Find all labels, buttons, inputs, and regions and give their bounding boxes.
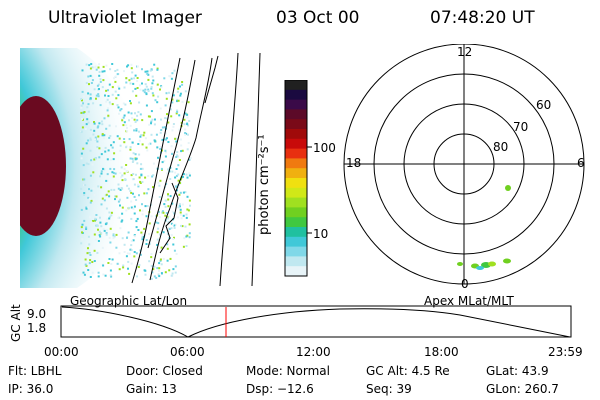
- info-door: Door: Closed: [126, 364, 203, 378]
- timeline-ytick-high: 9.0: [27, 307, 47, 321]
- colorbar-cell: [285, 138, 307, 150]
- timeline-xtick-2359: 23:59: [548, 345, 583, 359]
- aurora-spots: [457, 185, 511, 270]
- colorbar-cell: [285, 129, 307, 140]
- info-glon: GLon: 260.7: [486, 382, 559, 396]
- colorbar-cell: [285, 148, 307, 159]
- mlat-label-60: 60: [536, 98, 552, 112]
- altitude-timeline: [60, 305, 572, 338]
- timeline-xtick-0600: 06:00: [170, 345, 205, 359]
- colorbar-cell: [285, 236, 307, 248]
- info-dsp: Dsp: −12.6: [246, 382, 314, 396]
- timeline-xtick-1800: 18:00: [424, 345, 459, 359]
- colorbar-cell: [285, 217, 307, 228]
- colorbar-cell: [285, 197, 307, 208]
- polar-plot: [343, 44, 585, 285]
- coastlines: [131, 52, 261, 287]
- colorbar-cell: [285, 119, 307, 130]
- info-filter: Flt: LBHL: [8, 364, 62, 378]
- info-gc-alt: GC Alt: 4.5 Re: [366, 364, 450, 378]
- colorbar-cell: [285, 158, 307, 169]
- info-gain: Gain: 13: [126, 382, 177, 396]
- colorbar-cell: [285, 187, 307, 199]
- timeline-right-label: Apex MLat/MLT: [424, 294, 514, 308]
- timeline-ytick-low: 1.8: [27, 321, 47, 335]
- timeline-xtick-0000: 00:00: [44, 345, 79, 359]
- timeline-xtick-1200: 12:00: [296, 345, 331, 359]
- intensity-colorbar: [284, 80, 312, 277]
- mlt-label-0: 0: [461, 277, 469, 291]
- colorbar-cell: [285, 168, 307, 179]
- altitude-curve: [61, 306, 571, 338]
- colorbar-cell: [285, 178, 307, 189]
- colorbar-cell: [285, 89, 307, 101]
- imager-title: Ultraviolet Imager: [48, 8, 202, 28]
- timeline-axis-label: GC Alt: [9, 304, 23, 342]
- colorbar-cell: [285, 227, 307, 238]
- colorbar-tick-100: 100: [313, 141, 336, 155]
- info-mode: Mode: Normal: [246, 364, 330, 378]
- colorbar-cell: [285, 207, 307, 218]
- auroral-image: [20, 48, 261, 288]
- timeline-left-label: Geographic Lat/Lon: [70, 294, 188, 308]
- image-date: 03 Oct 00: [276, 8, 360, 28]
- colorbar-cell: [285, 246, 307, 257]
- mlat-label-70: 70: [513, 120, 529, 134]
- colorbar-cell: [285, 109, 307, 120]
- info-glat: GLat: 43.9: [486, 364, 549, 378]
- info-ip: IP: 36.0: [8, 382, 54, 396]
- colorbar-cell: [285, 266, 307, 277]
- image-time: 07:48:20 UT: [430, 8, 535, 28]
- mlt-label-18: 18: [346, 156, 362, 170]
- colorbar-cell: [285, 99, 307, 110]
- mlt-label-6: 6: [577, 156, 585, 170]
- mlt-label-12: 12: [457, 45, 473, 59]
- info-seq: Seq: 39: [366, 382, 412, 396]
- oval-core: [20, 96, 66, 236]
- colorbar-tick-10: 10: [313, 227, 329, 241]
- colorbar-cell: [285, 80, 307, 91]
- colorbar-cell: [285, 256, 307, 267]
- colorbar-label: photon cm⁻²s⁻¹: [257, 134, 272, 235]
- mlat-label-80: 80: [493, 140, 509, 154]
